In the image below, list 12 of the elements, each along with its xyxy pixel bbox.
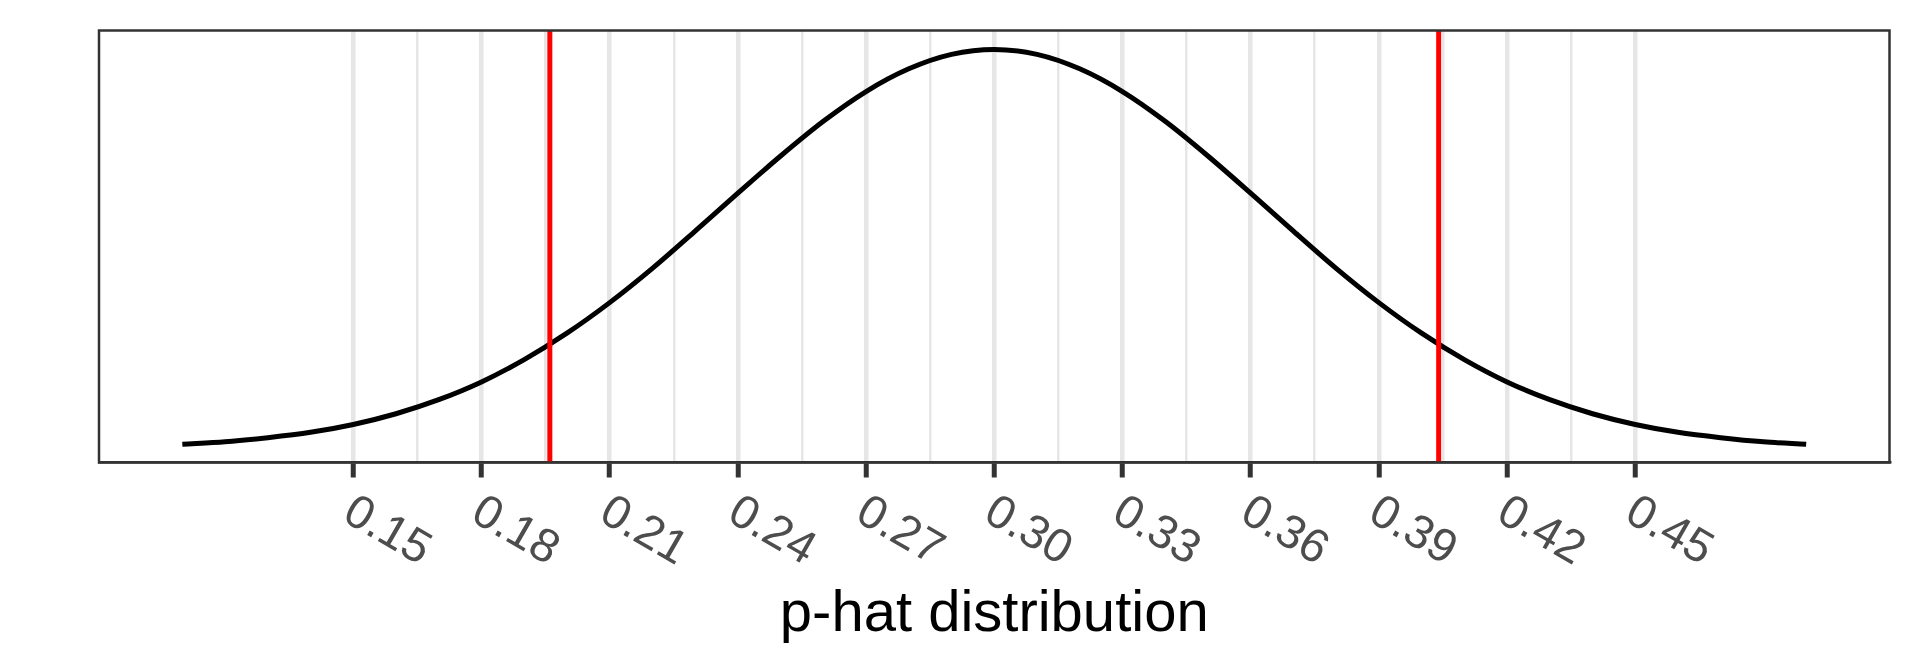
x-tick-label: 0.45 xyxy=(1617,482,1724,575)
x-tick-label: 0.39 xyxy=(1361,482,1468,575)
x-tick-label: 0.33 xyxy=(1104,482,1211,575)
x-tick-label: 0.18 xyxy=(463,482,570,575)
x-axis-title: p-hat distribution xyxy=(779,578,1209,643)
x-tick-label: 0.27 xyxy=(848,482,955,575)
x-tick-label: 0.15 xyxy=(335,482,442,575)
x-tick-label: 0.24 xyxy=(720,482,827,575)
x-tick-label: 0.36 xyxy=(1233,482,1339,575)
x-tick-label: 0.42 xyxy=(1489,482,1596,575)
x-tick-label: 0.30 xyxy=(976,482,1083,575)
x-tick-label: 0.21 xyxy=(592,482,698,575)
